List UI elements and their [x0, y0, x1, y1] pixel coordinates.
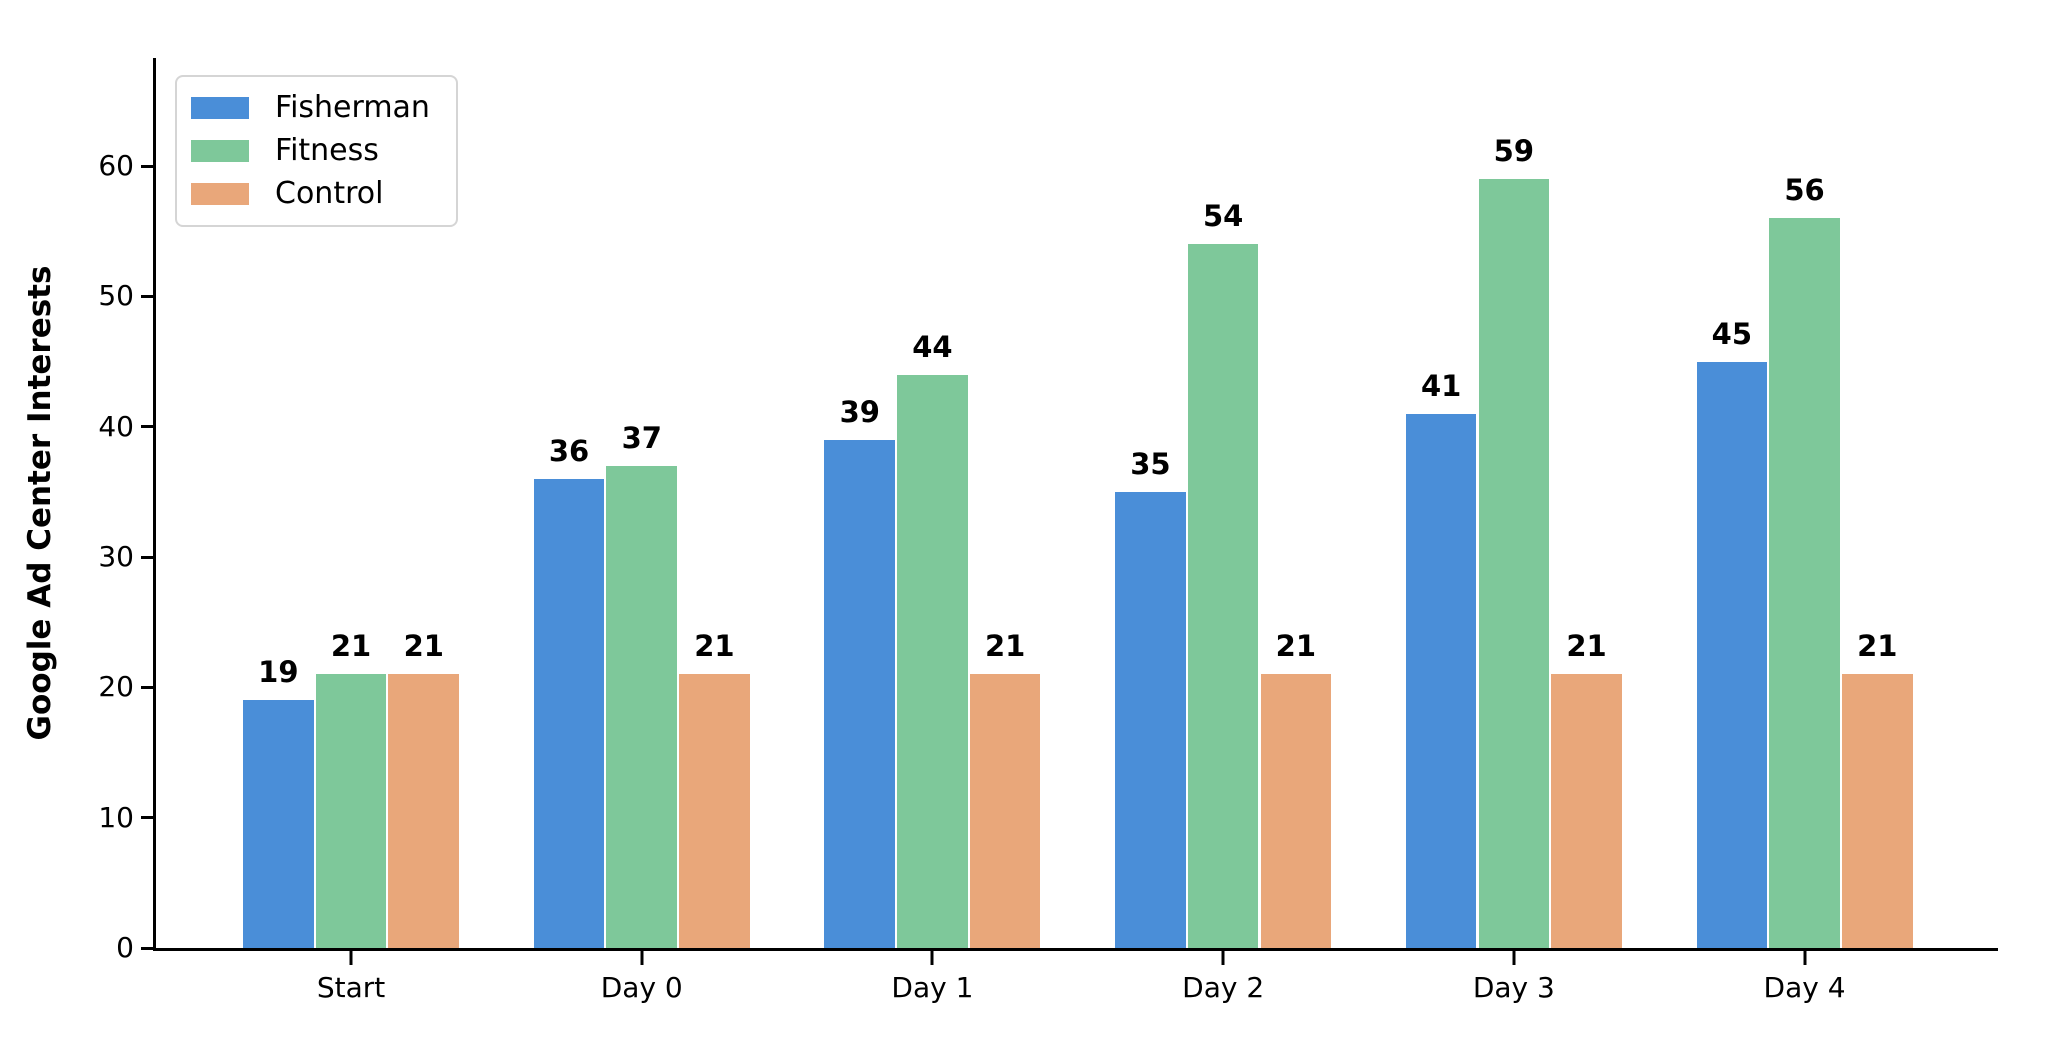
x-tick-label: Day 2 — [1182, 971, 1265, 1004]
y-tick-mark — [141, 164, 153, 168]
legend-label: Fitness — [275, 133, 379, 168]
bar-value-label: 21 — [403, 629, 444, 664]
y-tick-label: 10 — [98, 800, 134, 834]
x-tick-mark — [1512, 951, 1516, 965]
legend-label: Control — [275, 176, 384, 211]
bar-value-label: 59 — [1493, 134, 1535, 169]
legend: Fisherman Fitness Control — [175, 75, 458, 227]
x-axis-line — [153, 948, 1998, 951]
y-tick-mark — [141, 685, 153, 689]
x-tick-label: Day 4 — [1763, 971, 1846, 1004]
plot-area: Fisherman Fitness Control 0 10 20 30 40 50 60 Sta… — [98, 58, 1998, 1002]
y-tick-mark — [141, 294, 153, 298]
y-tick-label: 60 — [98, 149, 134, 183]
bar-fisherman-day-3 — [1405, 413, 1477, 948]
bar-value-label: 21 — [1275, 629, 1317, 664]
bar-fitness-day-2 — [1187, 244, 1259, 948]
x-tick-mark — [1221, 951, 1225, 965]
bar-control-day-4 — [1841, 674, 1913, 948]
bar-value-label: 44 — [912, 329, 953, 364]
x-tick-mark — [930, 951, 934, 965]
legend-item-fisherman: Fisherman — [191, 93, 430, 123]
legend-swatch-fitness — [191, 140, 249, 162]
x-tick-label: Start — [316, 971, 386, 1004]
bar-fisherman-day-4 — [1696, 361, 1768, 948]
bar-fitness-day-1 — [897, 374, 968, 948]
y-tick-label: 50 — [98, 279, 134, 313]
bar-value-label: 35 — [1130, 446, 1171, 481]
bar-value-label: 21 — [984, 629, 1026, 664]
legend-label: Fisherman — [275, 90, 430, 125]
y-axis-line — [153, 58, 156, 951]
bar-fisherman-day-0 — [533, 478, 605, 948]
bar-fisherman-start — [243, 700, 314, 948]
bar-control-start — [388, 674, 460, 948]
bar-fisherman-day-1 — [824, 439, 896, 948]
bar-fisherman-day-2 — [1115, 491, 1186, 948]
bar-value-label: 19 — [258, 655, 299, 690]
legend-item-control: Control — [191, 179, 430, 209]
bar-value-label: 36 — [548, 433, 590, 468]
bar-value-label: 45 — [1711, 316, 1753, 351]
bar-control-day-3 — [1551, 674, 1622, 948]
y-tick-mark — [141, 425, 153, 429]
bar-value-label: 56 — [1784, 173, 1825, 208]
y-tick-label: 30 — [98, 540, 134, 574]
legend-item-fitness: Fitness — [191, 136, 430, 166]
bar-control-day-0 — [679, 674, 750, 948]
y-tick-mark — [141, 555, 153, 559]
y-tick-label: 20 — [98, 670, 134, 704]
legend-swatch-control — [191, 183, 249, 205]
bar-value-label: 54 — [1202, 199, 1244, 234]
bar-fitness-start — [315, 674, 387, 948]
bar-value-label: 41 — [1420, 368, 1462, 403]
y-tick-label: 40 — [98, 409, 134, 443]
bar-value-label: 39 — [839, 394, 880, 429]
bar-value-label: 21 — [694, 629, 735, 664]
y-tick-mark — [141, 816, 153, 820]
bar-fitness-day-3 — [1478, 179, 1550, 948]
x-tick-label: Day 3 — [1472, 971, 1555, 1004]
x-tick-label: Day 0 — [600, 971, 683, 1004]
bar-fitness-day-0 — [606, 465, 678, 948]
bar-value-label: 21 — [330, 629, 372, 664]
legend-swatch-fisherman — [191, 97, 249, 119]
y-tick-mark — [141, 946, 153, 950]
bar-value-label: 37 — [621, 420, 662, 455]
x-tick-mark — [1803, 951, 1807, 965]
bar-control-day-1 — [969, 674, 1041, 948]
bar-control-day-2 — [1260, 674, 1332, 948]
y-tick-label: 0 — [116, 931, 134, 964]
x-tick-mark — [349, 951, 353, 965]
bar-value-label: 21 — [1566, 629, 1607, 664]
y-axis-label: Google Ad Center Interests — [22, 265, 58, 741]
bar-value-label: 21 — [1857, 629, 1898, 664]
x-tick-mark — [640, 951, 644, 965]
x-tick-label: Day 1 — [891, 971, 974, 1004]
bar-fitness-day-4 — [1769, 218, 1840, 948]
